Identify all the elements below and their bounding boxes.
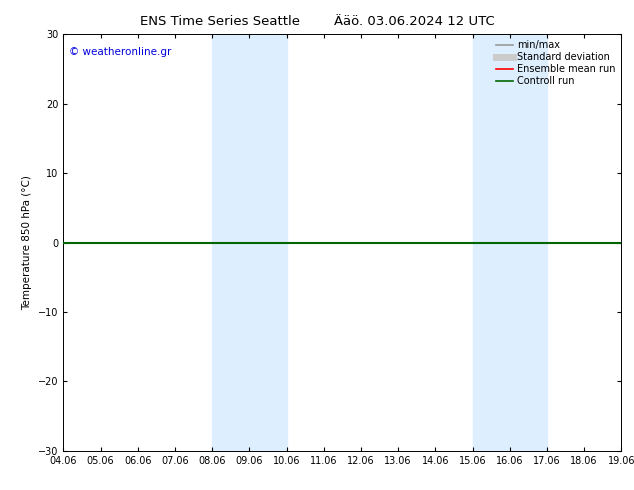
Legend: min/max, Standard deviation, Ensemble mean run, Controll run: min/max, Standard deviation, Ensemble me… <box>492 36 619 90</box>
Text: © weatheronline.gr: © weatheronline.gr <box>69 47 171 57</box>
Bar <box>472 34 547 451</box>
Bar <box>212 34 287 451</box>
Text: ENS Time Series Seattle        Ääö. 03.06.2024 12 UTC: ENS Time Series Seattle Ääö. 03.06.2024 … <box>139 15 495 28</box>
Y-axis label: Temperature 850 hPa (°C): Temperature 850 hPa (°C) <box>22 175 32 310</box>
